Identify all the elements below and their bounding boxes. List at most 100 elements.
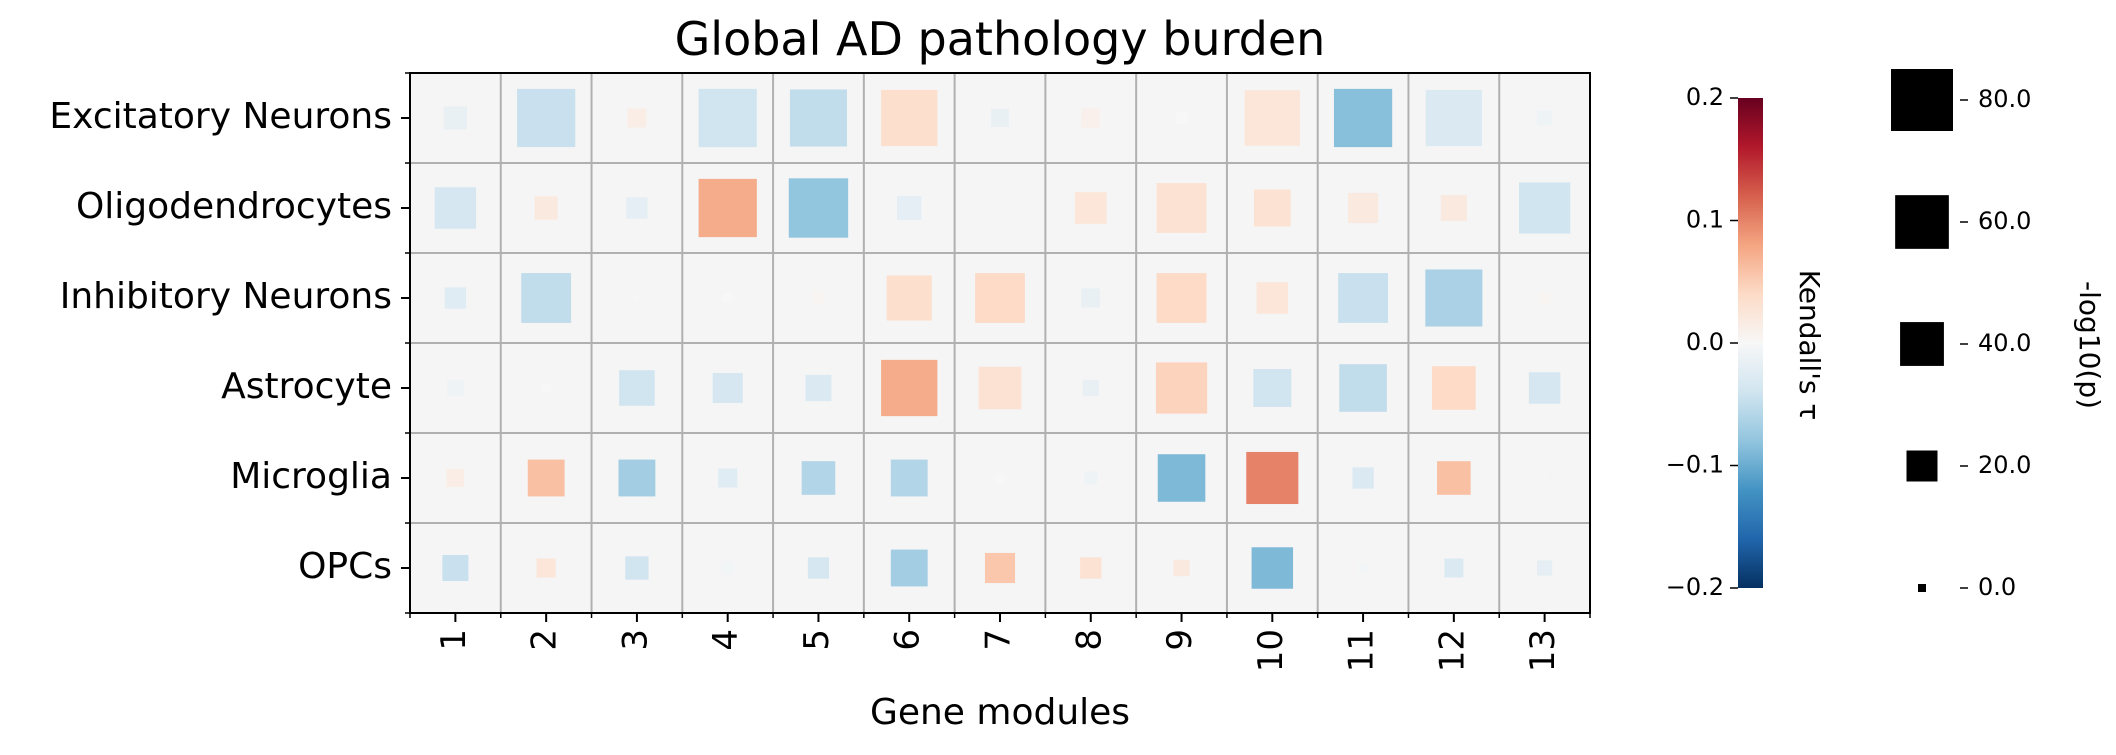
- heatmap-cell: [442, 554, 469, 582]
- heatmap-cell: [801, 461, 836, 495]
- colorbar-tick-label: −0.2: [1666, 573, 1724, 601]
- size-legend-marker: [1918, 584, 1926, 592]
- heatmap-cell: [897, 195, 922, 221]
- heatmap-cell: [434, 187, 477, 229]
- heatmap-cell: [1155, 362, 1208, 414]
- heatmap-cell: [881, 89, 938, 147]
- heatmap-cell: [1338, 273, 1389, 323]
- size-legend-tick-label: 80.0: [1978, 85, 2031, 113]
- heatmap-cell: [1440, 194, 1467, 222]
- heatmap-cell: [1156, 273, 1207, 323]
- heatmap-cell: [886, 275, 932, 321]
- x-tick-label: 9: [1160, 629, 1200, 651]
- heatmap-cell: [881, 359, 938, 417]
- heatmap-cell: [527, 459, 565, 497]
- heatmap-cell: [1358, 563, 1368, 573]
- size-legend-marker: [1900, 322, 1944, 366]
- heatmap-cell: [698, 178, 757, 238]
- heatmap-cell: [890, 549, 928, 587]
- heatmap-cell: [1081, 108, 1101, 128]
- heatmap-cell: [1084, 471, 1098, 485]
- heatmap-cell: [807, 557, 830, 579]
- y-tick-label: OPCs: [298, 546, 392, 587]
- heatmap-cell: [1543, 476, 1547, 480]
- heatmap-cell: [1425, 269, 1483, 327]
- x-tick-label: 4: [706, 629, 746, 651]
- heatmap-cell: [788, 178, 849, 238]
- heatmap-cell: [1157, 454, 1206, 502]
- heatmap-cell: [1528, 372, 1561, 404]
- heatmap-cell: [1348, 192, 1379, 224]
- heatmap-cell: [1074, 192, 1107, 224]
- heatmap-cell: [521, 273, 572, 323]
- heatmap-cell: [1425, 89, 1482, 147]
- heatmap-cell: [517, 88, 576, 148]
- size-legend-marker: [1891, 69, 1953, 131]
- colorbar-tick-label: −0.1: [1666, 451, 1724, 479]
- y-tick-label: Astrocyte: [221, 366, 392, 407]
- x-tick-label: 7: [979, 629, 1019, 651]
- x-tick-label: 10: [1251, 629, 1291, 672]
- heatmap-cell: [1251, 547, 1294, 589]
- size-legend-tick-label: 0.0: [1978, 573, 2016, 601]
- heatmap-cell: [1537, 110, 1553, 126]
- heatmap-cell: [975, 273, 1025, 323]
- heatmap-cell: [635, 296, 639, 300]
- heatmap-cell: [1081, 288, 1101, 308]
- heatmap-cell: [618, 459, 656, 497]
- heatmap-cell: [1244, 90, 1301, 146]
- heatmap-cell: [619, 370, 655, 406]
- size-legend-label: -log10(p): [2073, 281, 2106, 409]
- heatmap-cell: [536, 558, 556, 578]
- heatmap-cell: [698, 88, 757, 148]
- y-tick-label: Microglia: [230, 456, 392, 497]
- colorbar-gradient: [1738, 98, 1763, 588]
- heatmap-cell: [443, 106, 468, 130]
- x-tick-label: 11: [1342, 629, 1382, 672]
- x-tick-label: 3: [615, 629, 655, 651]
- heatmap-cell: [1253, 189, 1291, 227]
- heatmap-cell: [991, 109, 1009, 127]
- heatmap-cell: [1253, 368, 1292, 408]
- heatmap-cell: [1246, 451, 1299, 505]
- x-tick-label: 6: [888, 629, 928, 651]
- heatmap-cell: [1339, 364, 1387, 412]
- colorbar-label: Kendall's τ: [1793, 270, 1826, 420]
- heatmap-cell: [444, 287, 467, 309]
- x-tick-label: 5: [797, 629, 837, 651]
- x-axis-label: Gene modules: [870, 692, 1130, 733]
- heatmap-cell: [890, 459, 928, 497]
- size-legend: 80.0 60.0 40.0 20.0 0.0: [1891, 69, 2031, 601]
- size-legend-marker: [1906, 450, 1938, 482]
- heatmap-cell: [1352, 467, 1374, 489]
- heatmap-cell: [1256, 282, 1289, 314]
- heatmap-cell: [626, 197, 648, 219]
- x-tick-label: 13: [1523, 629, 1563, 672]
- heatmap-cell: [998, 206, 1002, 210]
- size-legend-tick-label: 20.0: [1978, 451, 2031, 479]
- colorbar-tick-label: 0.2: [1686, 83, 1724, 111]
- heatmap-cell: [541, 383, 551, 393]
- x-tick-label: 2: [525, 629, 565, 651]
- colorbar-tick-label: 0.0: [1686, 328, 1724, 356]
- x-tick-label: 12: [1432, 629, 1472, 672]
- heatmap-cell: [1175, 112, 1188, 124]
- heatmap-cell: [627, 108, 647, 128]
- heatmap-cell: [718, 468, 738, 488]
- heatmap-cell: [1432, 366, 1476, 410]
- colorbar: 0.2 0.1 0.0 −0.1 −0.2: [1666, 83, 1763, 601]
- size-legend-marker: [1895, 195, 1949, 249]
- size-legend-tick-label: 40.0: [1978, 329, 2031, 357]
- heatmap-cell: [1437, 461, 1471, 495]
- heatmap-cell: [447, 379, 464, 397]
- chart-title: Global AD pathology burden: [675, 12, 1326, 66]
- heatmap-cell: [995, 473, 1005, 483]
- heatmap-cell: [446, 469, 465, 487]
- heatmap-cell: [1080, 557, 1102, 579]
- heatmap-cell: [721, 562, 734, 574]
- heatmap-cell: [984, 552, 1016, 584]
- heatmap-cell: [978, 366, 1022, 410]
